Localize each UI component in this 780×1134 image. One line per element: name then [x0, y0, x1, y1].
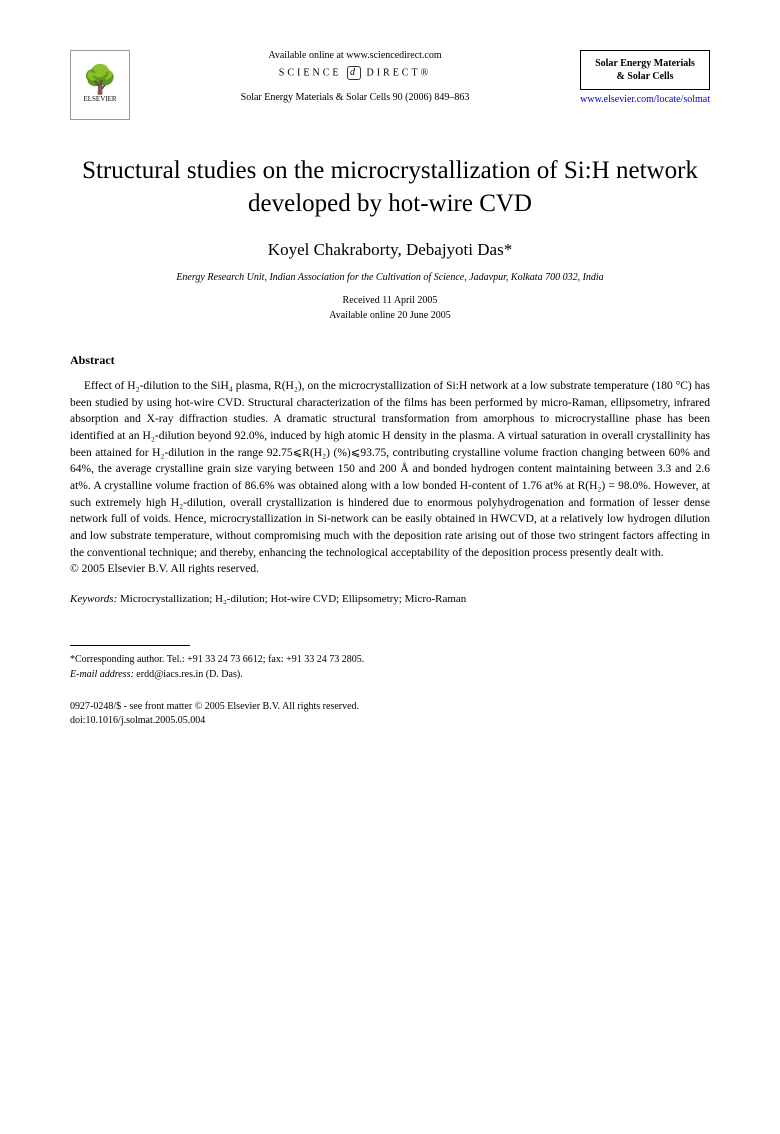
authors: Koyel Chakraborty, Debajyoti Das* — [70, 240, 710, 260]
email-address: erdd@iacs.res.in (D. Das). — [136, 669, 242, 680]
journal-box-line2: & Solar Cells — [585, 70, 705, 83]
article-title: Structural studies on the microcrystalli… — [70, 155, 710, 220]
keywords-list: Microcrystallization; H₂-dilution; Hot-w… — [120, 593, 466, 605]
footer-info: 0927-0248/$ - see front matter © 2005 El… — [70, 700, 710, 728]
journal-url[interactable]: www.elsevier.com/locate/solmat — [580, 94, 710, 105]
science-direct-logo: SCIENCE d DIRECT® — [145, 66, 565, 80]
keywords-block: Keywords: Microcrystallization; H₂-dilut… — [70, 593, 710, 605]
header-center: Available online at www.sciencedirect.co… — [130, 50, 580, 103]
footnote-block: *Corresponding author. Tel.: +91 33 24 7… — [70, 652, 710, 682]
abstract-copyright: © 2005 Elsevier B.V. All rights reserved… — [70, 563, 710, 575]
email-line: E-mail address: erdd@iacs.res.in (D. Das… — [70, 667, 710, 682]
affiliation: Energy Research Unit, Indian Association… — [70, 272, 710, 283]
publisher-name: ELSEVIER — [83, 95, 116, 103]
publisher-logo: 🌳 ELSEVIER — [70, 50, 130, 120]
received-date: Received 11 April 2005 — [70, 293, 710, 308]
header-row: 🌳 ELSEVIER Available online at www.scien… — [70, 50, 710, 120]
journal-box-wrap: Solar Energy Materials & Solar Cells www… — [580, 50, 710, 105]
available-online-text: Available online at www.sciencedirect.co… — [145, 50, 565, 61]
science-direct-right: DIRECT® — [366, 67, 431, 78]
journal-cover-box: Solar Energy Materials & Solar Cells — [580, 50, 710, 90]
issn-line: 0927-0248/$ - see front matter © 2005 El… — [70, 700, 710, 714]
science-direct-left: SCIENCE — [279, 67, 342, 78]
abstract-heading: Abstract — [70, 353, 710, 368]
corresponding-author: *Corresponding author. Tel.: +91 33 24 7… — [70, 652, 710, 667]
email-label: E-mail address: — [70, 669, 134, 680]
footnote-separator — [70, 645, 190, 646]
doi-line: doi:10.1016/j.solmat.2005.05.004 — [70, 714, 710, 728]
abstract-body: Effect of H₂-dilution to the SiH₄ plasma… — [70, 378, 710, 561]
dates-block: Received 11 April 2005 Available online … — [70, 293, 710, 323]
elsevier-tree-icon: 🌳 — [83, 67, 118, 95]
keywords-label: Keywords: — [70, 593, 117, 605]
d-icon: d — [347, 66, 361, 80]
journal-box-line1: Solar Energy Materials — [585, 57, 705, 70]
journal-reference: Solar Energy Materials & Solar Cells 90 … — [145, 92, 565, 103]
online-date: Available online 20 June 2005 — [70, 308, 710, 323]
